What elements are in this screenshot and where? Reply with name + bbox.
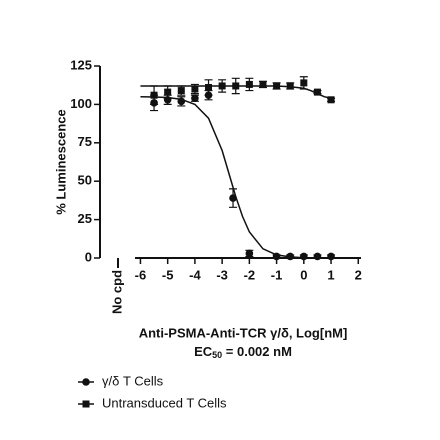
annotation-subscript: 50	[212, 350, 222, 360]
data-point	[205, 84, 213, 92]
legend-marker	[82, 378, 90, 386]
legend-marker	[82, 400, 90, 408]
legend-label: γ/δ T Cells	[102, 373, 164, 388]
y-tick-label: 50	[78, 173, 92, 188]
data-point	[327, 96, 335, 104]
x-tick-label: 0	[300, 267, 307, 282]
x-axis-title: Anti-PSMA-Anti-TCR γ/δ, Log[nM]	[139, 325, 348, 340]
y-tick-label: 25	[78, 211, 92, 226]
x-tick-label: 1	[327, 267, 334, 282]
data-point	[272, 252, 281, 261]
data-point	[232, 82, 240, 90]
x-tick-label: -5	[162, 267, 174, 282]
data-point	[164, 88, 172, 96]
data-point	[313, 252, 322, 261]
data-point	[327, 252, 335, 261]
y-tick-label: 75	[78, 134, 92, 149]
data-point	[273, 82, 281, 90]
y-axis-title: % Luminescence	[53, 109, 68, 215]
annotation-suffix: = 0.002 nM	[222, 344, 292, 359]
data-point	[191, 85, 199, 93]
data-point	[177, 87, 185, 95]
data-point	[300, 252, 308, 261]
data-point	[191, 94, 199, 103]
data-point	[245, 249, 254, 258]
data-point	[177, 97, 186, 106]
data-point	[286, 82, 294, 90]
x-tick-label: -2	[244, 267, 256, 282]
data-point	[229, 194, 237, 202]
data-point	[245, 80, 253, 88]
x-tick-label: 2	[355, 267, 362, 282]
annotation-prefix: EC	[194, 344, 213, 359]
x-tick-label: -3	[216, 267, 228, 282]
fit-curve	[140, 95, 332, 259]
data-point	[286, 252, 295, 261]
legend-label: Untransduced T Cells	[102, 395, 227, 410]
y-tick-label: 0	[85, 249, 92, 264]
x-tick-label: -1	[271, 267, 283, 282]
data-point	[300, 79, 308, 87]
data-point	[259, 80, 267, 88]
data-point	[218, 82, 226, 90]
x-tick-label: -6	[135, 267, 147, 282]
no-cpd-label: No cpd	[109, 270, 124, 314]
data-point	[313, 88, 321, 96]
data-point	[150, 91, 158, 99]
x-tick-label: -4	[189, 267, 201, 282]
y-tick-label: 125	[70, 57, 92, 72]
annotation: EC50 = 0.002 nM	[194, 344, 292, 360]
y-tick-label: 100	[70, 96, 92, 111]
